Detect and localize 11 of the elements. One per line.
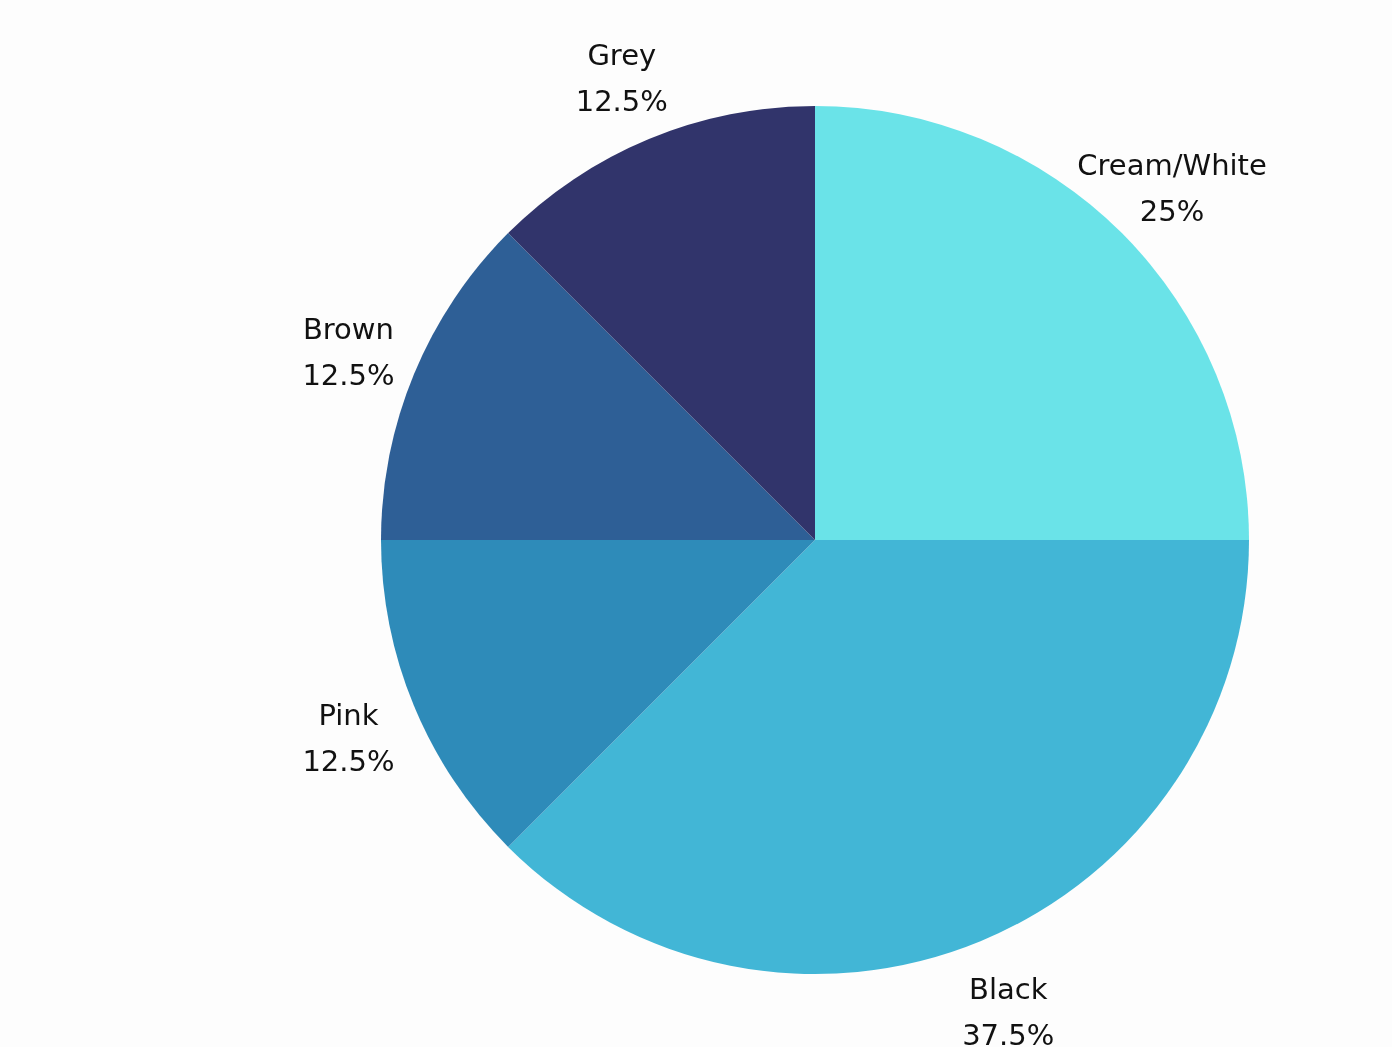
slice-label: Brown (302, 311, 394, 346)
data-label: 12.5% (302, 357, 395, 392)
data-label: 37.5% (962, 1017, 1055, 1047)
slice-label: Grey (587, 38, 657, 73)
data-label: 25% (1139, 193, 1205, 228)
pie-slice (508, 540, 1249, 974)
slice-label: Black (969, 971, 1048, 1006)
slice-label: Pink (318, 698, 379, 733)
data-label: 12.5% (575, 84, 668, 119)
slice-label: Cream/White (1077, 147, 1267, 182)
data-label: 12.5% (302, 744, 395, 779)
